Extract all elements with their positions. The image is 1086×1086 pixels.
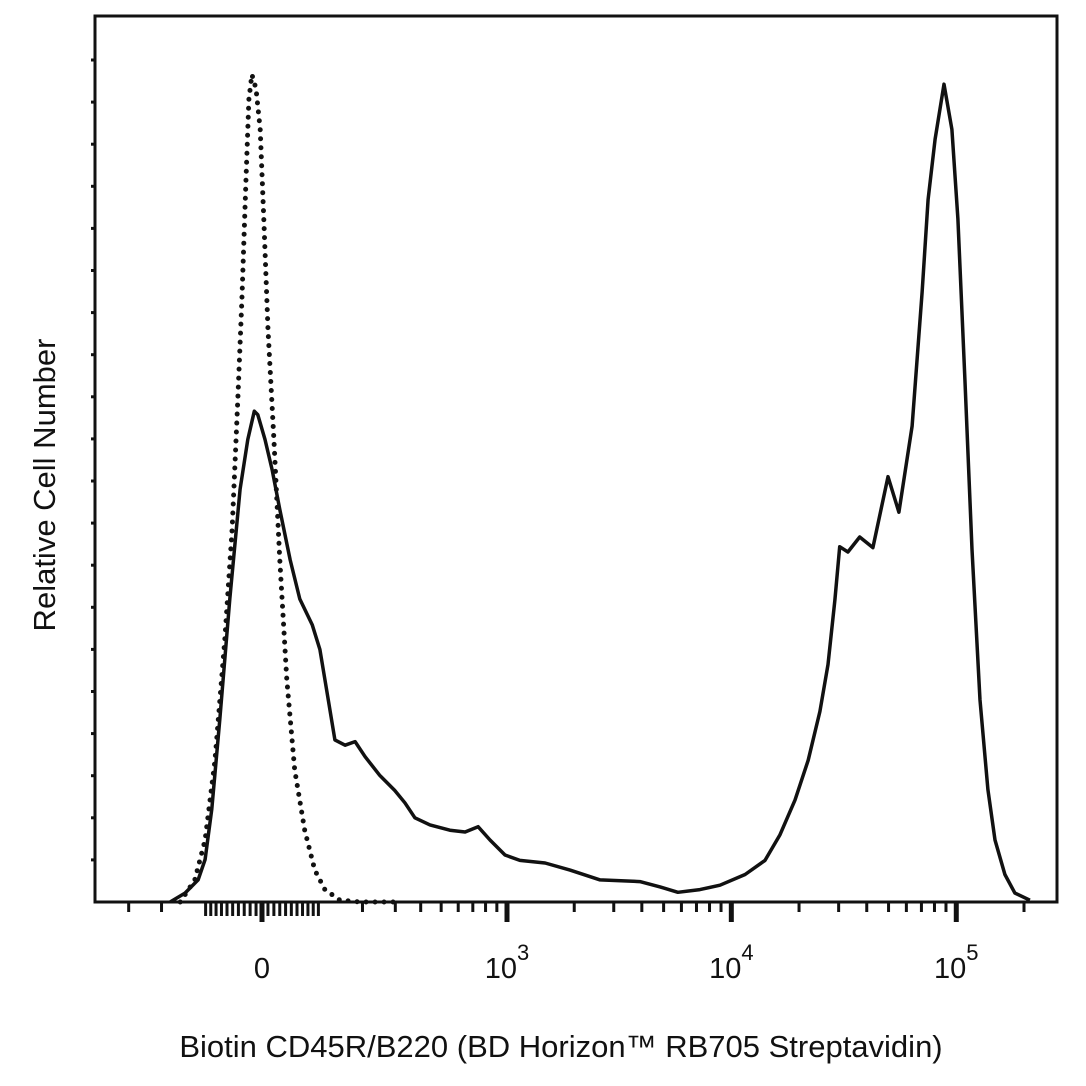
x-axis-ticks xyxy=(127,902,1026,922)
x-tick-label-base: 10 xyxy=(934,953,966,985)
x-tick-label: 103 xyxy=(485,940,530,985)
x-tick-label: 0 xyxy=(254,953,270,985)
x-tick-label: 105 xyxy=(934,940,979,985)
x-axis-title: Biotin CD45R/B220 (BD Horizon™ RB705 Str… xyxy=(179,1029,942,1064)
series-group xyxy=(169,72,1031,905)
x-tick-label-exponent: 3 xyxy=(517,940,529,965)
y-axis-title: Relative Cell Number xyxy=(27,339,62,632)
x-tick-label: 104 xyxy=(709,940,754,985)
x-tick-label-base: 10 xyxy=(485,953,517,985)
plot-frame xyxy=(93,14,1059,904)
x-tick-label-exponent: 4 xyxy=(741,940,753,965)
x-tick-label-base: 0 xyxy=(254,953,270,985)
y-axis-ticks xyxy=(91,58,95,862)
x-tick-label-base: 10 xyxy=(709,953,741,985)
control-histogram-dotted xyxy=(177,72,403,905)
x-tick-label-exponent: 5 xyxy=(966,940,978,965)
sample-histogram-solid xyxy=(169,82,1031,904)
